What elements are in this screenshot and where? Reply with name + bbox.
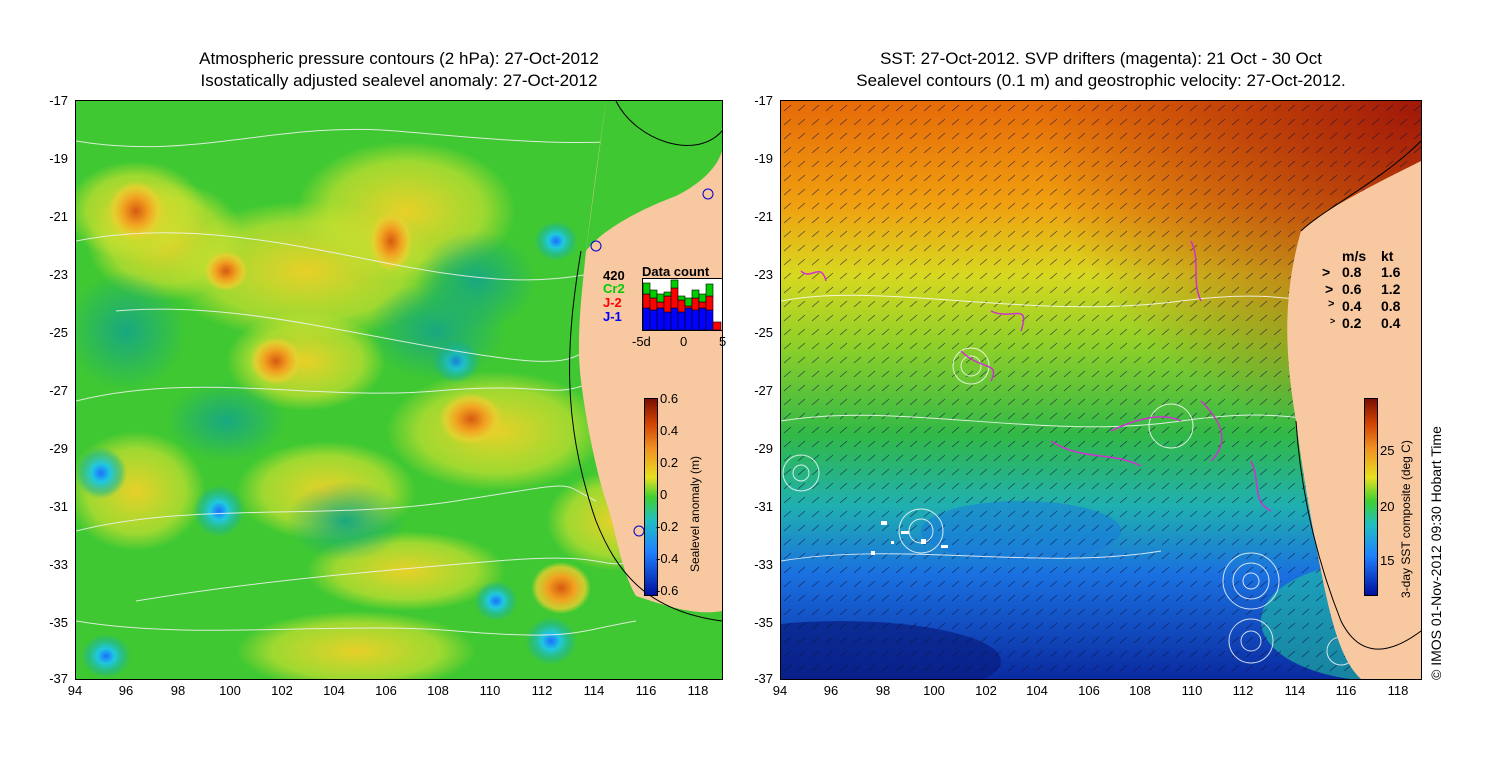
- right-title-line2: Sealevel contours (0.1 m) and geostrophi…: [856, 71, 1346, 90]
- data-count-legend-j1: J-1: [603, 309, 622, 324]
- sealevel-colorbar-gradient: [644, 398, 658, 596]
- right-xtick: 116: [1335, 683, 1357, 698]
- left-title-line2: Isostatically adjusted sealevel anomaly:…: [200, 71, 598, 90]
- sealevel-colorbar-tick: -0.4: [656, 551, 679, 566]
- sealevel-colorbar-tick: 0.6: [660, 391, 679, 406]
- right-ytick: -37: [754, 671, 773, 686]
- left-ytick: -19: [49, 151, 68, 166]
- sealevel-colorbar-tick: -0.2: [656, 519, 679, 534]
- right-xtick: 106: [1078, 683, 1100, 698]
- left-ytick: -37: [49, 671, 68, 686]
- right-ytick: -19: [754, 151, 773, 166]
- left-xtick: 114: [583, 683, 605, 698]
- right-xtick: 112: [1232, 683, 1254, 698]
- left-xtick: 108: [427, 683, 449, 698]
- left-map-title: Atmospheric pressure contours (2 hPa): 2…: [75, 48, 723, 92]
- left-ytick: -23: [49, 267, 68, 282]
- velocity-arrow-icon: >: [1322, 264, 1331, 280]
- left-ytick: -33: [49, 557, 68, 572]
- right-xtick: 96: [823, 683, 839, 698]
- left-xtick: 102: [271, 683, 293, 698]
- left-xtick: 100: [219, 683, 241, 698]
- right-xtick: 108: [1129, 683, 1151, 698]
- sealevel-anomaly-field: [76, 101, 722, 679]
- sealevel-colorbar-tick: -0.6: [656, 583, 679, 598]
- left-xtick: 116: [635, 683, 657, 698]
- velocity-arrow-icon: >: [1330, 316, 1336, 326]
- left-xtick: 110: [479, 683, 501, 698]
- right-ytick: -25: [754, 325, 773, 340]
- right-xtick: 118: [1387, 683, 1409, 698]
- left-xtick: 98: [170, 683, 186, 698]
- right-ytick: -27: [754, 383, 773, 398]
- left-ytick: -29: [49, 441, 68, 456]
- velocity-legend-header-kt: kt: [1381, 248, 1394, 264]
- right-ytick: -29: [754, 441, 773, 456]
- right-xtick: 110: [1181, 683, 1203, 698]
- data-count-title: Data count: [642, 264, 710, 279]
- right-ytick: -35: [754, 615, 773, 630]
- data-count-max: 420: [603, 268, 625, 283]
- sealevel-colorbar-tick: 0: [660, 487, 668, 502]
- data-count-legend-j2: J-2: [603, 295, 622, 310]
- sst-colorbar-tick: 15: [1380, 553, 1395, 568]
- data-count-histogram: [642, 278, 723, 331]
- left-xtick: 106: [375, 683, 397, 698]
- left-title-line1: Atmospheric pressure contours (2 hPa): 2…: [199, 49, 599, 68]
- right-ytick: -17: [754, 93, 773, 108]
- velocity-legend-ms: 0.4: [1342, 298, 1362, 314]
- right-ytick: -31: [754, 499, 773, 514]
- velocity-legend-kt: 0.8: [1381, 298, 1401, 314]
- australia-land-left: [578, 101, 722, 613]
- left-xtick: 112: [531, 683, 553, 698]
- data-count-legend-cr2: Cr2: [603, 281, 625, 296]
- right-ytick: -33: [754, 557, 773, 572]
- left-xtick: 118: [687, 683, 709, 698]
- left-xtick: 96: [118, 683, 134, 698]
- right-title-line1: SST: 27-Oct-2012. SVP drifters (magenta)…: [880, 49, 1322, 68]
- sst-colorbar-label: 3-day SST composite (deg C): [1399, 440, 1413, 598]
- velocity-legend-kt: 1.2: [1381, 281, 1401, 297]
- left-ytick: -25: [49, 325, 68, 340]
- right-xtick: 100: [923, 683, 945, 698]
- left-ytick: -35: [49, 615, 68, 630]
- data-count-xtick: -5d: [632, 334, 651, 349]
- right-map-title: SST: 27-Oct-2012. SVP drifters (magenta)…: [780, 48, 1422, 92]
- sealevel-colorbar-tick: 0.4: [660, 423, 679, 438]
- sealevel-anomaly-map: [75, 100, 723, 680]
- right-ytick: -23: [754, 267, 773, 282]
- velocity-legend-ms: 0.6: [1342, 281, 1362, 297]
- velocity-legend-ms: 0.2: [1342, 315, 1362, 331]
- left-ytick: -17: [49, 93, 68, 108]
- right-xtick: 104: [1026, 683, 1048, 698]
- sst-colorbar-tick: 25: [1380, 443, 1395, 458]
- velocity-legend-header-ms: m/s: [1342, 248, 1367, 264]
- sst-map: [780, 100, 1422, 680]
- sealevel-colorbar-tick: 0.2: [660, 455, 679, 470]
- left-ytick: -21: [49, 209, 68, 224]
- australia-land-right: [1287, 161, 1421, 679]
- velocity-arrow-icon: >: [1328, 298, 1335, 310]
- sealevel-colorbar-label: Sealevel anomaly (m): [688, 455, 702, 572]
- left-xtick: 104: [323, 683, 345, 698]
- sst-colorbar-tick: 20: [1380, 499, 1395, 514]
- velocity-legend-ms: 0.8: [1342, 264, 1362, 280]
- sst-field: [781, 101, 1421, 679]
- velocity-legend-kt: 1.6: [1381, 264, 1401, 280]
- velocity-legend-kt: 0.4: [1381, 315, 1401, 331]
- data-count-xtick: 0: [680, 334, 688, 349]
- copyright-notice: © IMOS 01-Nov-2012 09:30 Hobart Time: [1428, 426, 1444, 680]
- right-xtick: 102: [975, 683, 997, 698]
- left-ytick: -31: [49, 499, 68, 514]
- right-xtick: 114: [1284, 683, 1306, 698]
- right-xtick: 98: [875, 683, 891, 698]
- right-xtick: 94: [772, 683, 788, 698]
- data-count-xtick: 5: [719, 334, 727, 349]
- sst-colorbar-gradient: [1364, 398, 1378, 596]
- velocity-arrow-icon: >: [1325, 281, 1334, 297]
- left-ytick: -27: [49, 383, 68, 398]
- left-xtick: 94: [67, 683, 83, 698]
- right-ytick: -21: [754, 209, 773, 224]
